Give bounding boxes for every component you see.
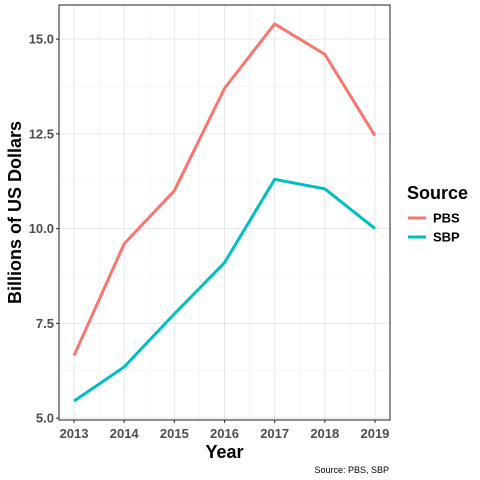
y-axis-title: Billions of US Dollars xyxy=(5,121,25,304)
caption: Source: PBS, SBP xyxy=(314,465,389,475)
y-axis: 5.0 7.5 10.0 12.5 15.0 xyxy=(29,32,59,426)
y-tick-label: 5.0 xyxy=(36,411,54,426)
x-tick-label: 2016 xyxy=(210,426,239,441)
series-lines xyxy=(72,22,377,403)
x-tick-label: 2019 xyxy=(360,426,389,441)
major-gridlines xyxy=(59,5,390,420)
legend-items: PBS SBP xyxy=(408,211,460,245)
y-tick-label: 7.5 xyxy=(36,316,54,331)
series-line-sbp xyxy=(73,177,376,403)
x-tick-label: 2018 xyxy=(310,426,339,441)
x-tick-label: 2014 xyxy=(110,426,140,441)
y-tick-label: 15.0 xyxy=(29,32,54,47)
y-tick-label: 12.5 xyxy=(29,126,54,141)
legend-title: Source xyxy=(407,183,468,203)
series-line-pbs xyxy=(72,22,377,357)
x-axis-title: Year xyxy=(205,442,243,462)
x-tick-label: 2015 xyxy=(160,426,189,441)
legend: Source PBS SBP xyxy=(407,183,468,245)
legend-label-pbs: PBS xyxy=(433,211,460,226)
y-tick-label: 10.0 xyxy=(29,221,54,236)
minor-gridlines xyxy=(59,5,390,420)
x-axis: 2013 2014 2015 2016 2017 2018 2019 xyxy=(60,420,389,441)
x-tick-label: 2013 xyxy=(60,426,89,441)
x-tick-label: 2017 xyxy=(260,426,289,441)
legend-label-sbp: SBP xyxy=(433,230,460,245)
